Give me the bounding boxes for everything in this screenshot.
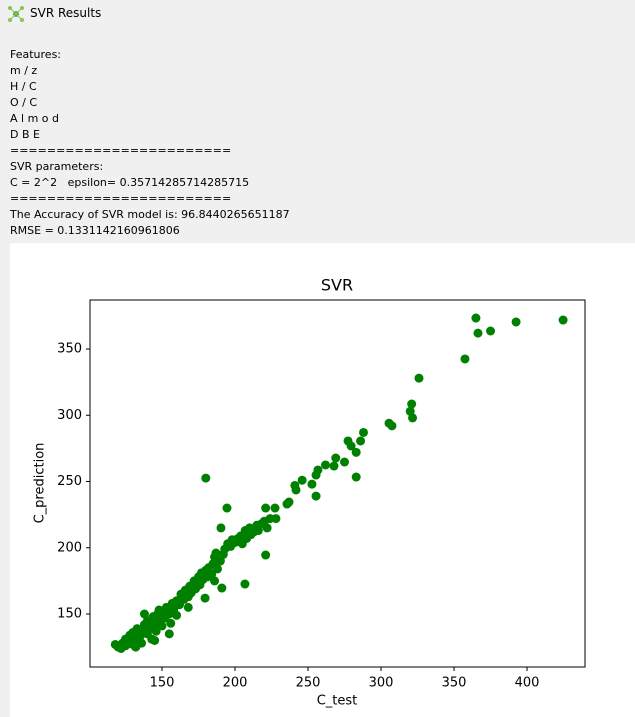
- point: [408, 413, 418, 423]
- output-line: RMSE = 0.1331142160961806: [10, 224, 180, 237]
- point: [558, 315, 568, 325]
- plot-frame: [89, 299, 586, 668]
- point: [212, 564, 222, 574]
- point: [311, 491, 321, 501]
- output-text: Features: m / z H / C O / C A l m o d D B E ==…: [10, 47, 290, 239]
- y-tick-label: 200: [57, 540, 82, 555]
- point: [307, 479, 317, 489]
- point: [297, 475, 307, 485]
- point: [486, 326, 496, 336]
- point: [460, 354, 470, 364]
- y-tick-label: 300: [57, 408, 82, 423]
- point: [351, 472, 361, 482]
- window-title: SVR Results: [30, 6, 102, 20]
- output-line: ========================: [10, 144, 232, 157]
- point: [183, 602, 193, 612]
- point: [211, 548, 221, 558]
- point: [407, 399, 417, 409]
- point: [210, 576, 220, 586]
- output-line: SVR parameters:: [10, 160, 104, 173]
- title-bar: SVR Results: [0, 0, 635, 28]
- point: [321, 460, 331, 470]
- point: [329, 461, 339, 471]
- output-line: A l m o d: [10, 112, 59, 125]
- point: [200, 593, 210, 603]
- point: [164, 629, 174, 639]
- point: [356, 436, 366, 446]
- y-tick-label: 150: [57, 607, 82, 622]
- output-line: Features:: [10, 48, 62, 61]
- x-tick-label: 250: [296, 676, 321, 691]
- chart: SVR C_test C_prediction 150 200 250 300 350 4…: [10, 243, 635, 717]
- point: [131, 642, 141, 652]
- x-tick-label: 200: [223, 676, 248, 691]
- y-tick-label: 350: [57, 342, 82, 357]
- output-line: ========================: [10, 192, 232, 205]
- point: [358, 427, 368, 437]
- point: [150, 636, 160, 646]
- output-line: H / C: [10, 80, 37, 93]
- point: [261, 550, 271, 560]
- point: [157, 621, 167, 631]
- output-line: O / C: [10, 96, 38, 109]
- y-tick-label: 250: [57, 474, 82, 489]
- x-tick-label: 150: [150, 676, 175, 691]
- x-tick-label: 300: [369, 676, 394, 691]
- point: [201, 473, 211, 483]
- point: [262, 523, 272, 533]
- point: [139, 609, 149, 619]
- point: [270, 503, 280, 513]
- point: [222, 503, 232, 513]
- point: [311, 470, 321, 480]
- point: [172, 610, 182, 620]
- point: [473, 328, 483, 338]
- point: [271, 514, 281, 524]
- point: [216, 523, 226, 533]
- point: [346, 441, 356, 451]
- point: [217, 583, 227, 593]
- app-icon: [8, 6, 24, 22]
- output-line: The Accuracy of SVR model is: 96.8440265…: [10, 208, 290, 221]
- point: [351, 447, 361, 457]
- point: [151, 626, 161, 636]
- point: [511, 317, 521, 327]
- output-line: D B E: [10, 128, 40, 141]
- output-line: C = 2^2 epsilon= 0.35714285714285715: [10, 176, 250, 189]
- x-tick-label: 400: [515, 676, 540, 691]
- point: [331, 453, 341, 463]
- point: [291, 485, 301, 495]
- point: [154, 605, 164, 615]
- y-axis-label: C_prediction: [33, 443, 48, 524]
- point: [340, 457, 350, 467]
- point: [282, 499, 292, 509]
- point: [387, 421, 397, 431]
- point: [240, 579, 250, 589]
- point: [471, 313, 481, 323]
- output-line: m / z: [10, 64, 38, 77]
- x-tick-label: 350: [442, 676, 467, 691]
- chart-title: SVR: [321, 276, 353, 295]
- point: [414, 373, 424, 383]
- point: [166, 618, 176, 628]
- x-axis-label: C_test: [317, 694, 358, 709]
- point: [261, 503, 271, 513]
